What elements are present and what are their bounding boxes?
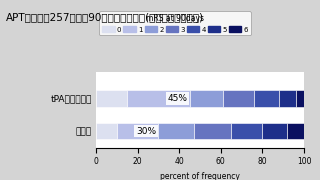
Bar (190, 90, 223, 107)
Bar (296, 90, 304, 107)
Bar (254, 90, 279, 107)
Legend: 0, 1, 2, 3, 4, 5, 6: 0, 1, 2, 3, 4, 5, 6 (100, 11, 251, 35)
Bar (262, 123, 287, 139)
Bar (96, 123, 117, 139)
Bar (223, 90, 254, 107)
X-axis label: percent of frequency: percent of frequency (160, 172, 240, 180)
Bar (287, 123, 304, 139)
Text: APTあり群（257人）の90日後患者自立度(修正ランキン尺度): APTあり群（257人）の90日後患者自立度(修正ランキン尺度) (6, 13, 204, 23)
Text: 45%: 45% (168, 94, 188, 103)
Bar (117, 123, 158, 139)
Bar (194, 123, 231, 139)
Bar (96, 90, 127, 107)
Bar (127, 90, 190, 107)
Text: 30%: 30% (136, 127, 156, 136)
Bar (158, 123, 194, 139)
Bar (231, 123, 262, 139)
Bar (279, 90, 296, 107)
